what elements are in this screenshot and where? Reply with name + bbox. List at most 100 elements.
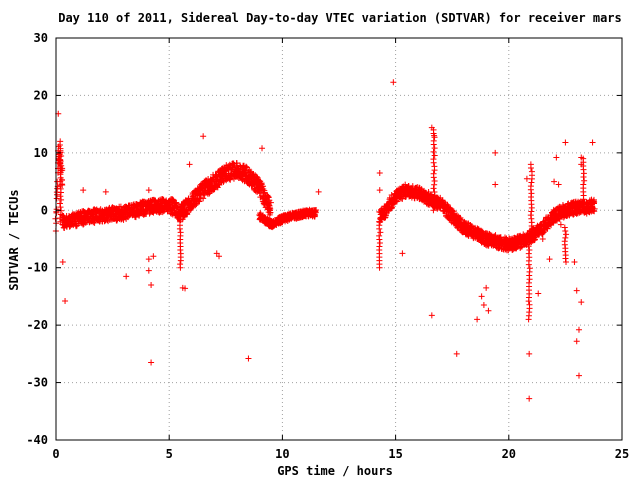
data-point [526, 276, 533, 283]
data-point [483, 284, 490, 291]
tick-labels: 0 5 10 15 20 25 30 20 10 0 -10 -20 -30 -40 [26, 31, 629, 461]
data-point [485, 307, 492, 314]
data-point [377, 229, 384, 236]
data-point [197, 194, 204, 201]
data-point [390, 79, 397, 86]
data-point [57, 171, 64, 178]
data-point [145, 187, 152, 194]
data-point [526, 395, 533, 402]
data-point [546, 256, 553, 263]
data-point [428, 124, 435, 131]
x-tick-label: 0 [52, 447, 59, 461]
data-point [57, 193, 64, 200]
plot-frame [55, 37, 623, 441]
y-tick-label: -40 [26, 433, 48, 447]
data-point [151, 196, 158, 203]
data-point [376, 239, 383, 246]
x-tick-label: 20 [502, 447, 516, 461]
data-point [265, 194, 272, 201]
data-point [266, 202, 273, 209]
data-point [590, 196, 597, 203]
data-point [578, 299, 585, 306]
data-point [591, 205, 598, 212]
data-point [453, 350, 460, 357]
data-point [528, 168, 535, 175]
data-point [245, 355, 252, 362]
data-point [431, 163, 438, 170]
data-point [430, 185, 437, 192]
data-point [102, 188, 109, 195]
data-point [531, 236, 538, 243]
data-point [551, 178, 558, 185]
data-point [492, 181, 499, 188]
tick-marks [55, 37, 623, 441]
data-point [430, 199, 437, 206]
y-tick-label: 0 [41, 203, 48, 217]
data-point [200, 133, 207, 140]
data-point [243, 163, 250, 170]
data-point [62, 298, 69, 305]
data-point [80, 187, 87, 194]
data-point [399, 195, 406, 202]
data-point [216, 253, 223, 260]
data-point [376, 236, 383, 243]
data-point [431, 132, 438, 139]
x-tick-label: 15 [388, 447, 402, 461]
chart-title: Day 110 of 2011, Sidereal Day-to-day VTE… [58, 11, 622, 25]
data-points [52, 79, 598, 402]
data-point [313, 206, 320, 213]
data-point [57, 215, 64, 222]
data-point [148, 281, 155, 288]
data-point [562, 255, 569, 262]
data-point [377, 218, 384, 225]
data-point [53, 195, 60, 202]
data-point [431, 152, 438, 159]
data-point [535, 290, 542, 297]
data-point [315, 188, 322, 195]
data-point [562, 227, 569, 234]
data-point [523, 175, 530, 182]
data-point [59, 258, 66, 265]
data-point [392, 197, 399, 204]
data-point [527, 212, 534, 219]
data-point [267, 210, 274, 217]
data-point [575, 326, 582, 333]
data-point [261, 189, 268, 196]
data-point [376, 169, 383, 176]
data-point [457, 216, 464, 223]
data-point [57, 156, 64, 163]
data-point [525, 243, 532, 250]
y-tick-label: 30 [34, 31, 48, 45]
data-point [56, 200, 63, 207]
data-point [73, 222, 80, 229]
data-point [428, 312, 435, 319]
data-point [145, 267, 152, 274]
data-point [578, 154, 585, 161]
data-point [581, 177, 588, 184]
data-point [431, 189, 438, 196]
data-point [431, 145, 438, 152]
data-point [539, 236, 546, 242]
data-point [123, 273, 130, 280]
data-point [186, 161, 193, 168]
y-tick-label: -20 [26, 318, 48, 332]
data-point [578, 161, 585, 168]
y-axis-label: SDTVAR / TECUs [7, 189, 21, 290]
data-point [525, 236, 532, 242]
data-point [381, 214, 388, 221]
data-point [57, 185, 64, 192]
data-point [253, 173, 260, 180]
data-point [376, 264, 383, 271]
data-point [58, 167, 65, 174]
data-point [177, 264, 184, 271]
data-point [589, 139, 596, 146]
data-point [58, 152, 65, 159]
data-point [580, 181, 587, 188]
data-point [528, 215, 535, 222]
data-point [176, 211, 183, 218]
data-point [430, 148, 437, 155]
data-point [562, 139, 569, 146]
data-point [527, 183, 534, 190]
